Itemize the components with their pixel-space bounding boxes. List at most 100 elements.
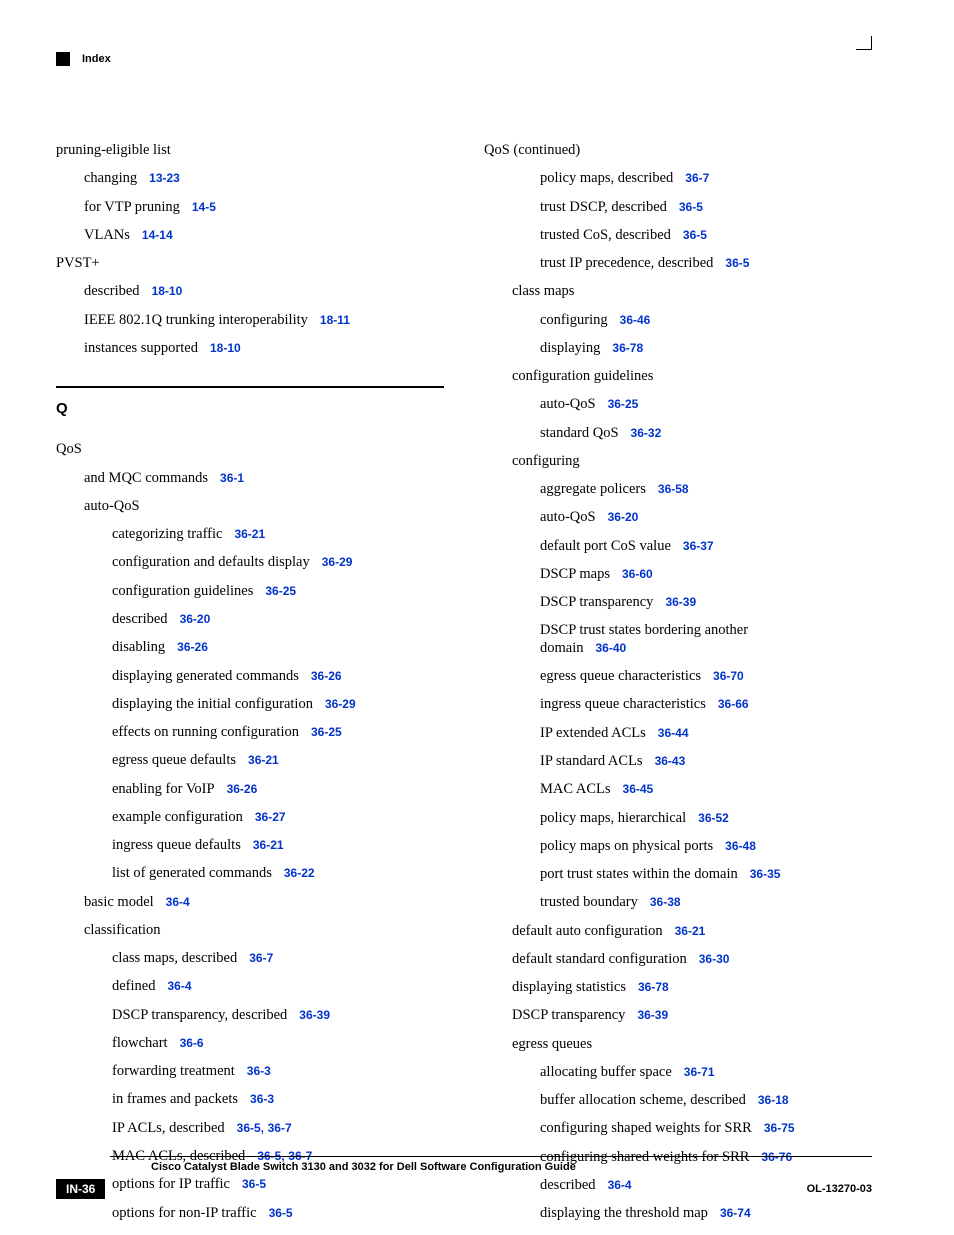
entry: PVST+	[56, 249, 444, 277]
page-ref[interactable]: 36-21	[222, 527, 265, 541]
page-ref[interactable]: 36-1	[208, 471, 244, 485]
entry-text: configuration guidelines	[112, 583, 253, 599]
entry-text: options for non-IP traffic	[112, 1205, 257, 1221]
page-ref[interactable]: 36-58	[646, 482, 689, 496]
page-ref[interactable]: 36-4	[154, 895, 190, 909]
entry: categorizing traffic36-21	[56, 520, 444, 548]
page-ref[interactable]: 36-20	[596, 510, 639, 524]
page-ref[interactable]: 36-29	[310, 555, 353, 569]
page-ref[interactable]: 36-60	[610, 567, 653, 581]
entry: auto-QoS36-20	[484, 503, 872, 531]
page-ref[interactable]: 36-30	[687, 952, 730, 966]
page-ref[interactable]: 36-5	[671, 228, 707, 242]
page-ref[interactable]: 36-37	[671, 539, 714, 553]
page-ref[interactable]: 36-27	[243, 810, 286, 824]
page-ref[interactable]: 36-21	[663, 924, 706, 938]
page-ref[interactable]: 36-29	[313, 697, 356, 711]
page-ref[interactable]: 14-14	[130, 228, 173, 242]
page-ref[interactable]: 36-22	[272, 866, 315, 880]
page-ref[interactable]: 36-7	[237, 951, 273, 965]
entry-text: egress queue defaults	[112, 752, 236, 768]
entry: auto-QoS36-25	[484, 390, 872, 418]
entry-text: default port CoS value	[540, 538, 671, 554]
entry: displaying the initial configuration36-2…	[56, 690, 444, 718]
page-ref[interactable]: 36-5	[257, 1206, 293, 1220]
entry: list of generated commands36-22	[56, 859, 444, 887]
page-ref[interactable]: 36-71	[672, 1065, 715, 1079]
page-ref[interactable]: 36-48	[713, 839, 756, 853]
entry-text: flowchart	[112, 1035, 168, 1051]
page-ref[interactable]: 36-39	[625, 1008, 668, 1022]
page-ref[interactable]: 36-43	[643, 754, 686, 768]
page-ref[interactable]: 14-5	[180, 200, 216, 214]
page-ref[interactable]: 36-25	[253, 584, 296, 598]
page-ref[interactable]: 13-23	[137, 171, 180, 185]
entry-text: class maps, described	[112, 950, 237, 966]
entry: buffer allocation scheme, described36-18	[484, 1086, 872, 1114]
entry: allocating buffer space36-71	[484, 1058, 872, 1086]
page-ref[interactable]: 36-74	[708, 1206, 751, 1220]
header-square-icon	[56, 52, 70, 66]
entry-text: default standard configuration	[512, 951, 687, 967]
page-ref[interactable]: 36-20	[168, 612, 211, 626]
page-ref[interactable]: 36-4	[155, 979, 191, 993]
page-ref[interactable]: 36-70	[701, 669, 744, 683]
entry: ingress queue defaults36-21	[56, 831, 444, 859]
page-ref[interactable]: 36-25	[596, 397, 639, 411]
page-ref[interactable]: 36-7	[268, 1121, 292, 1135]
entry: ingress queue characteristics36-66	[484, 690, 872, 718]
entry-text: trusted boundary	[540, 894, 638, 910]
footer-rule	[110, 1156, 872, 1157]
entry: class maps, described36-7	[56, 944, 444, 972]
page-ref[interactable]: 36-3	[235, 1064, 271, 1078]
entry: DSCP transparency36-39	[484, 1001, 872, 1029]
page-ref[interactable]: 18-10	[198, 341, 241, 355]
entry-text: QoS (continued)	[484, 142, 580, 158]
page-ref[interactable]: 36-35	[738, 867, 781, 881]
entry-text: for VTP pruning	[84, 199, 180, 215]
page-ref[interactable]: 36-26	[299, 669, 342, 683]
entry: configuring	[484, 447, 872, 475]
document-id: OL-13270-03	[807, 1183, 872, 1195]
header-label: Index	[82, 53, 111, 65]
page-ref[interactable]: 36-45	[611, 782, 654, 796]
page-ref[interactable]: 36-26	[165, 640, 208, 654]
page-ref[interactable]: 36-46	[608, 313, 651, 327]
page-ref[interactable]: 36-32	[619, 426, 662, 440]
footer-row: IN-36 OL-13270-03	[56, 1179, 872, 1199]
entry-text: trust DSCP, described	[540, 199, 667, 215]
page-ref[interactable]: 36-38	[638, 895, 681, 909]
page-ref[interactable]: 36-3	[238, 1092, 274, 1106]
entry-text: enabling for VoIP	[112, 781, 215, 797]
page-ref[interactable]: 36-26	[215, 782, 258, 796]
page-ref[interactable]: 36-5,	[225, 1121, 264, 1135]
page-ref[interactable]: 36-5	[667, 200, 703, 214]
page-ref[interactable]: 36-39	[287, 1008, 330, 1022]
entry: aggregate policers36-58	[484, 475, 872, 503]
page-ref[interactable]: 36-40	[584, 641, 627, 655]
page-ref[interactable]: 36-66	[706, 697, 749, 711]
page-ref[interactable]: 36-6	[168, 1036, 204, 1050]
page-ref[interactable]: 36-7	[673, 171, 709, 185]
section-divider	[56, 386, 444, 388]
entry: configuring36-46	[484, 306, 872, 334]
page-ref[interactable]: 36-39	[653, 595, 696, 609]
page-ref[interactable]: 36-44	[646, 726, 689, 740]
page-ref[interactable]: 36-75	[752, 1121, 795, 1135]
page-ref[interactable]: 36-21	[241, 838, 284, 852]
page-ref[interactable]: 36-5	[713, 256, 749, 270]
page-ref[interactable]: 36-52	[686, 811, 729, 825]
entry: IP extended ACLs36-44	[484, 719, 872, 747]
page-ref[interactable]: 36-78	[600, 341, 643, 355]
entry: in frames and packets36-3	[56, 1085, 444, 1113]
entry-text: described	[84, 283, 140, 299]
page-ref[interactable]: 18-11	[308, 313, 350, 327]
page-ref[interactable]: 36-18	[746, 1093, 789, 1107]
entry: displaying statistics36-78	[484, 973, 872, 1001]
entry-text: QoS	[56, 441, 82, 457]
page-ref[interactable]: 36-25	[299, 725, 342, 739]
page-ref[interactable]: 36-21	[236, 753, 279, 767]
entry: standard QoS36-32	[484, 419, 872, 447]
page-ref[interactable]: 36-78	[626, 980, 669, 994]
page-ref[interactable]: 18-10	[140, 284, 183, 298]
